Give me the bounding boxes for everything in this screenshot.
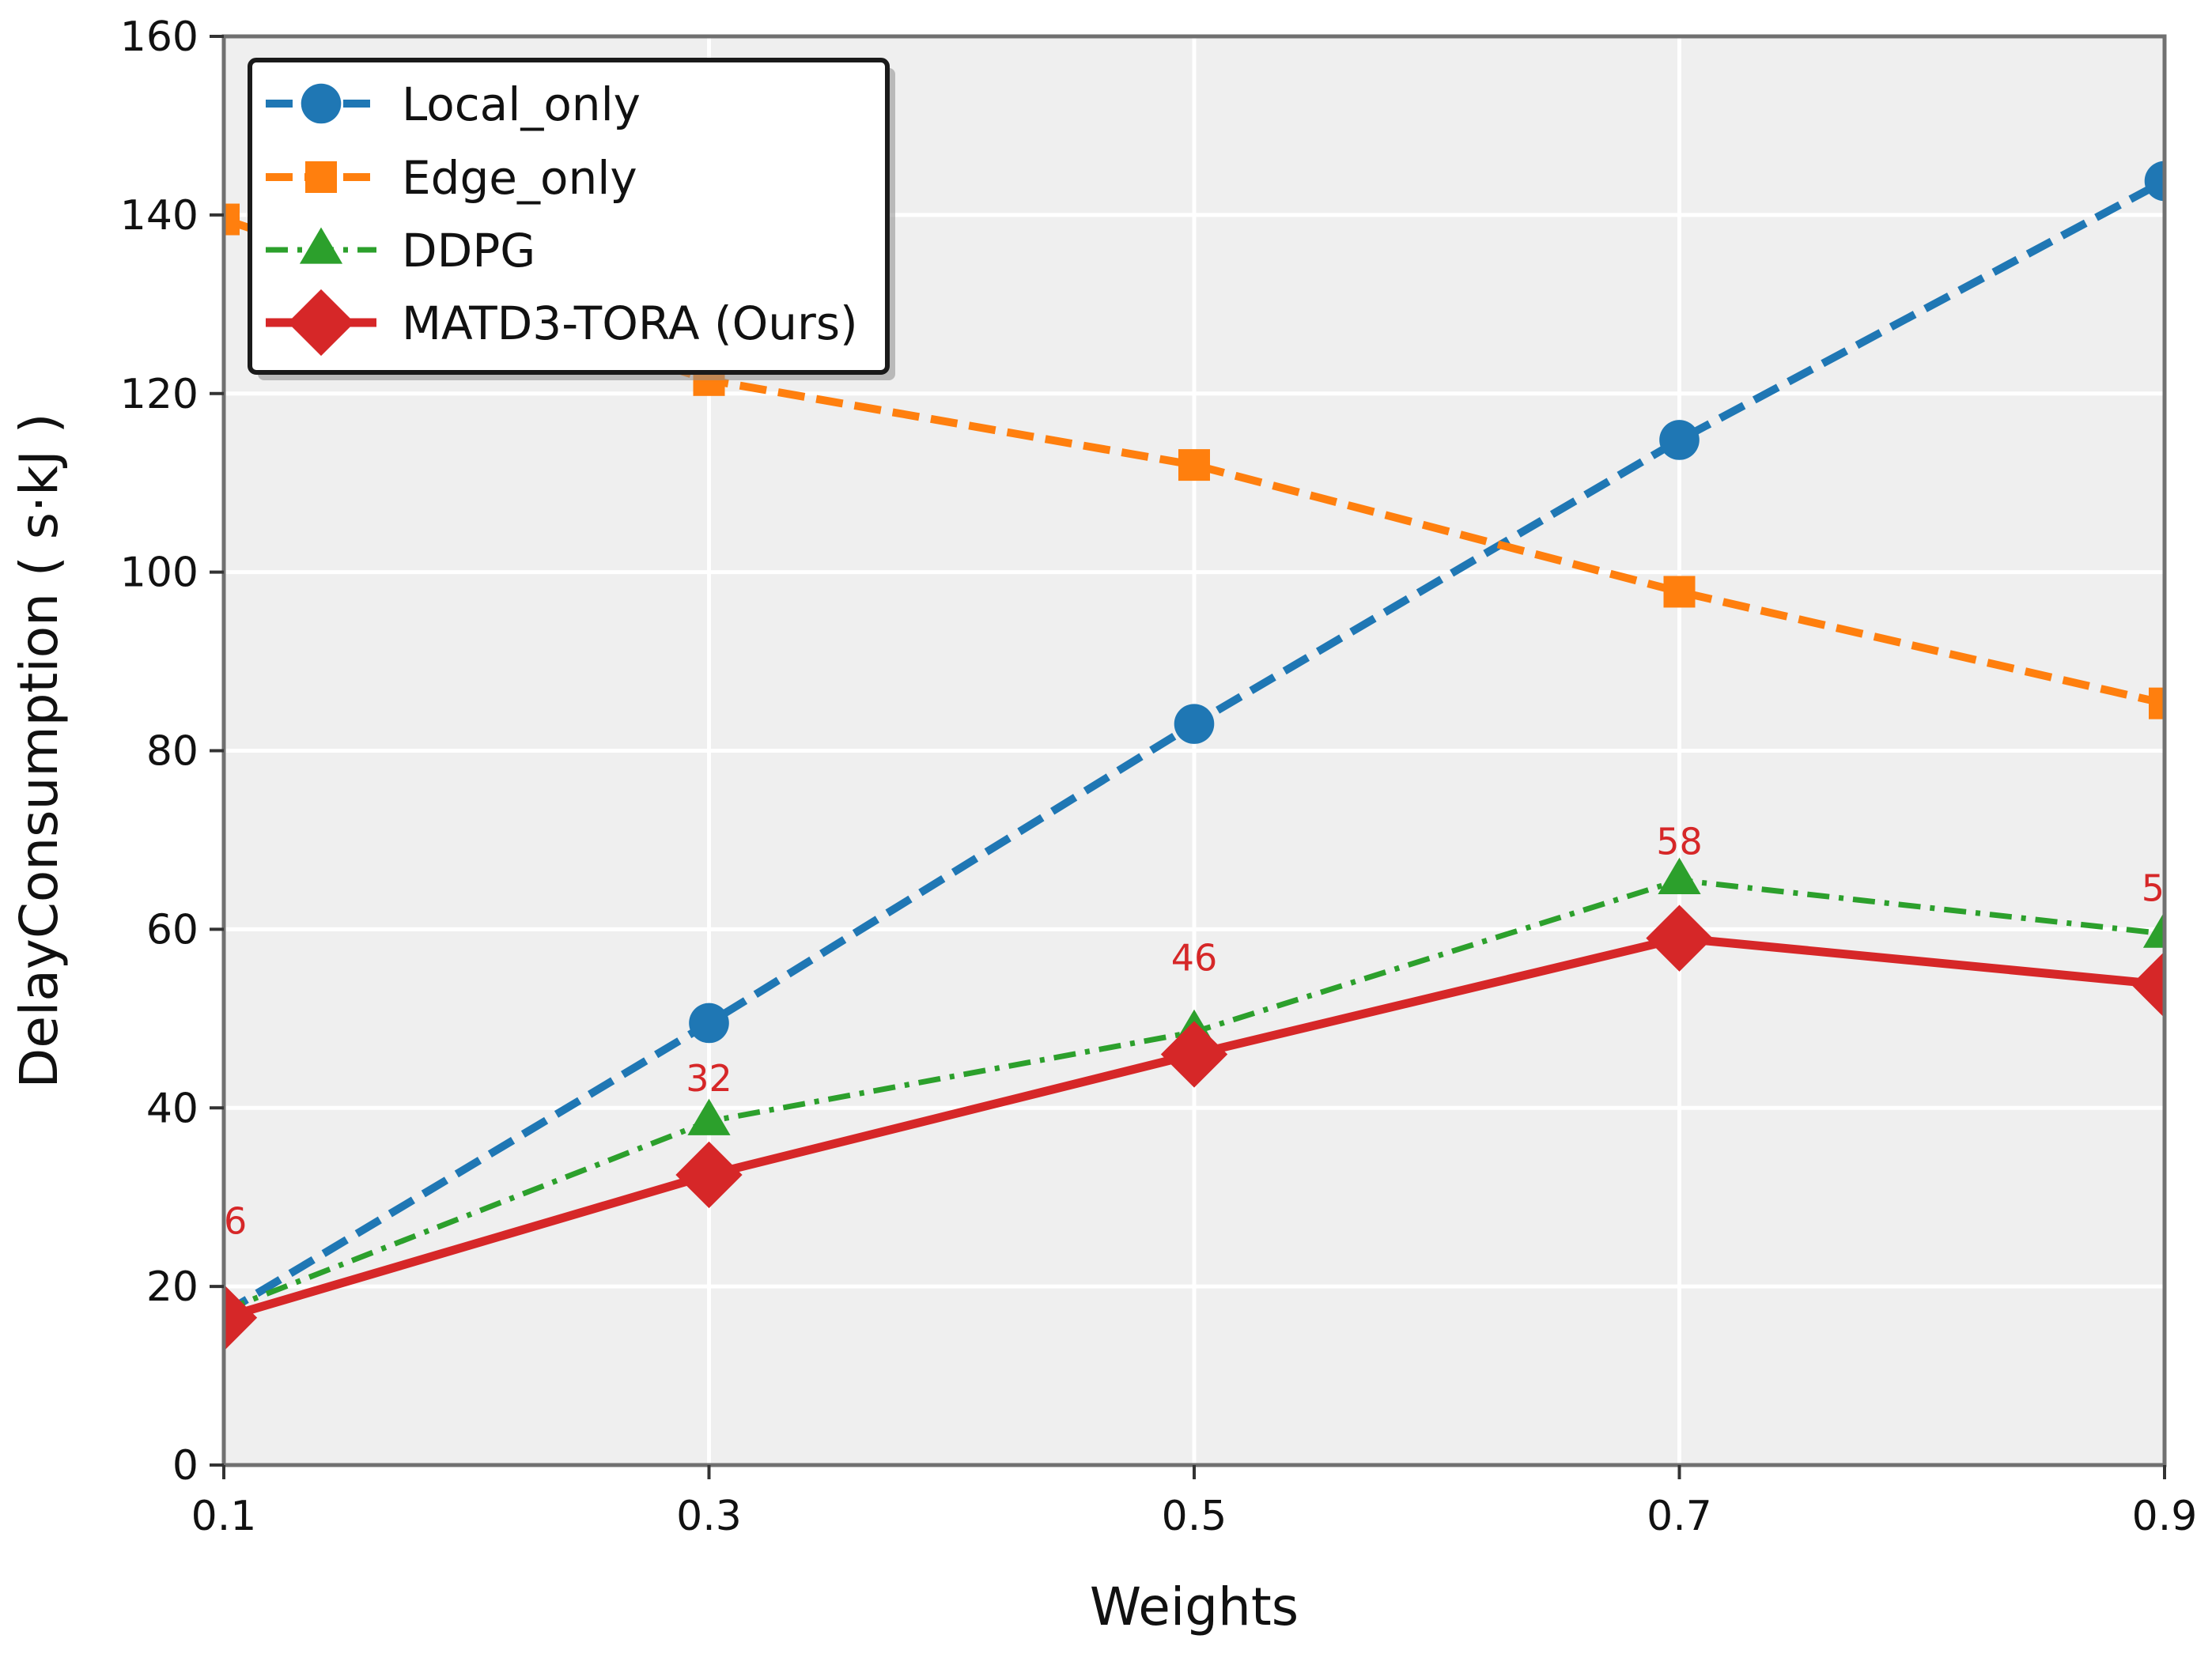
data-label: 58: [1656, 821, 1703, 863]
data-point: [2149, 687, 2165, 719]
y-tick-label: 120: [120, 371, 199, 418]
y-tick-label: 60: [146, 906, 199, 954]
y-tick-label: 20: [146, 1263, 199, 1311]
data-point: [2131, 951, 2165, 1018]
legend-label: Local_only: [402, 77, 641, 131]
legend-label: MATD3-TORA (Ours): [402, 296, 858, 350]
data-label: 32: [686, 1057, 732, 1100]
data-point: [1160, 1021, 1228, 1088]
y-axis-title: DelayConsumption ( s·kJ ): [9, 414, 70, 1089]
data-label: 46: [1171, 936, 1218, 979]
x-tick-label: 0.1: [191, 1493, 257, 1540]
series-line: [224, 215, 2165, 708]
data-point: [1174, 704, 1215, 744]
data-point: [224, 1284, 258, 1351]
legend-marker: [305, 161, 337, 193]
legend-entry: Edge_only: [266, 151, 637, 205]
data-point: [687, 1098, 731, 1135]
data-point: [1178, 449, 1210, 481]
x-tick-label: 0.9: [2132, 1493, 2198, 1540]
data-point: [675, 1141, 743, 1209]
data-label: 16: [201, 1200, 248, 1243]
x-tick-label: 0.7: [1647, 1493, 1712, 1540]
x-axis-title: Weights: [1090, 1577, 1299, 1637]
legend-marker: [299, 227, 343, 264]
data-point: [2142, 911, 2165, 948]
data-point: [1659, 420, 1700, 460]
x-tick-label: 0.3: [676, 1493, 742, 1540]
data-point: [1646, 904, 1713, 972]
legend-entry: Local_only: [266, 77, 641, 131]
y-tick-label: 140: [120, 192, 199, 240]
data-label: 53: [2142, 867, 2188, 909]
y-tick-label: 40: [146, 1085, 199, 1132]
data-point: [2144, 160, 2165, 202]
data-point: [1658, 857, 1701, 894]
y-tick-label: 80: [146, 728, 199, 776]
legend-label: DDPG: [402, 224, 535, 278]
legend-marker: [287, 289, 355, 357]
data-point: [689, 1003, 729, 1044]
legend-entry: MATD3-TORA (Ours): [266, 289, 858, 357]
data-point: [1663, 576, 1696, 608]
legend-label: Edge_only: [402, 151, 637, 205]
data-point: [224, 203, 240, 236]
series-matd3-tora-ours: [224, 904, 2165, 1351]
legend-box: [248, 58, 890, 375]
y-tick-label: 0: [172, 1442, 199, 1490]
x-tick-label: 0.5: [1162, 1493, 1227, 1540]
y-tick-label: 160: [120, 13, 199, 61]
legend-entry: DDPG: [266, 224, 535, 278]
y-tick-label: 100: [120, 549, 199, 597]
legend-marker: [301, 83, 342, 124]
